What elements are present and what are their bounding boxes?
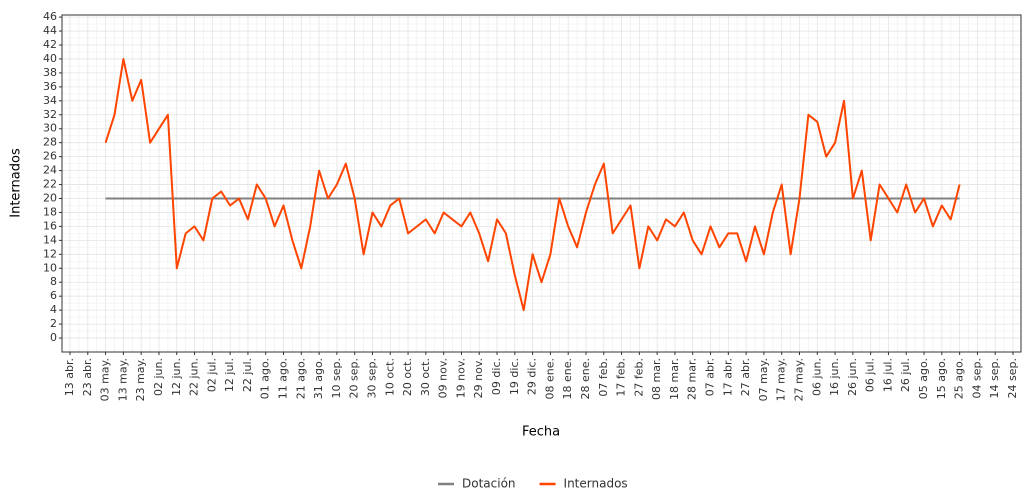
x-tick-label: 23 may. [134,358,147,401]
x-tick-label: 01 ago. [259,358,272,399]
x-tick-label: 07 abr. [704,358,717,396]
x-tick-label: 06 jun. [810,358,823,396]
panel-border [61,14,1022,353]
x-tick-label: 24 sep. [1006,358,1019,398]
y-tick-label: 42 [43,38,57,51]
legend-label: Dotación [462,477,516,491]
x-tick-label: 12 jul. [223,358,236,392]
x-tick-label: 16 jun. [828,358,841,396]
x-tick-label: 29 dic. [526,358,539,395]
x-tick-label: 04 sep. [970,358,983,398]
y-axis-title: Internados [9,148,24,218]
x-tick-label: 27 feb. [632,358,645,397]
x-tick-label: 14 sep. [988,358,1001,398]
y-tick-label: 16 [43,219,57,232]
y-tick-label: 30 [43,122,57,135]
x-tick-label: 26 jul. [899,358,912,392]
y-tick-label: 0 [50,331,57,344]
x-tick-label: 18 ene. [561,358,574,400]
y-tick-label: 14 [43,233,57,246]
x-tick-label: 20 sep. [348,358,361,398]
x-tick-label: 17 abr. [721,358,734,396]
x-tick-label: 22 jun. [188,358,201,396]
y-tick-label: 8 [50,275,57,288]
x-axis-title: Fecha [522,425,560,440]
y-tick-label: 22 [43,178,57,191]
x-tick-label: 10 oct. [383,358,396,396]
x-tick-label: 27 abr. [739,358,752,396]
x-tick-label: 13 abr. [63,358,76,396]
y-tick-label: 26 [43,150,57,163]
x-tick-label: 21 ago. [294,358,307,399]
x-tick-label: 20 oct. [401,358,414,396]
y-tick-label: 6 [50,289,57,302]
x-tick-label: 15 ago. [935,358,948,399]
x-tick-label: 31 ago. [312,358,325,399]
x-tick-label: 02 jun. [152,358,165,396]
y-tick-label: 2 [50,317,57,330]
x-tick-label: 17 may. [775,358,788,401]
y-tick-label: 34 [43,94,57,107]
y-tick-label: 44 [43,24,57,37]
y-tick-label: 28 [43,136,57,149]
legend-label: Internados [564,477,628,491]
x-tick-label: 28 mar. [686,358,699,400]
x-tick-label: 08 ene. [543,358,556,400]
x-tick-label: 28 ene. [579,358,592,400]
x-tick-label: 11 ago. [277,358,290,399]
x-tick-label: 29 nov. [472,358,485,398]
y-tick-label: 12 [43,247,57,260]
y-tick-label: 24 [43,164,57,177]
x-tick-label: 22 jul. [241,358,254,392]
x-tick-label: 06 jul. [864,358,877,392]
x-tick-label: 30 sep. [365,358,378,398]
y-tick-label: 38 [43,66,57,79]
x-tick-label: 03 may. [99,358,112,401]
x-tick-label: 18 mar. [668,358,681,400]
x-tick-label: 23 abr. [81,358,94,396]
series-line [104,58,961,312]
y-tick-label: 10 [43,261,57,274]
x-tick-label: 19 nov. [454,358,467,398]
x-tick-label: 10 sep. [330,358,343,398]
x-tick-label: 30 oct. [419,358,432,396]
x-tick-label: 16 jul. [881,358,894,392]
x-tick-label: 09 dic. [490,358,503,395]
y-tick-label: 4 [50,303,57,316]
x-tick-label: 08 mar. [650,358,663,400]
x-tick-label: 12 jun. [170,358,183,396]
x-tick-label: 07 may. [757,358,770,401]
x-tick-label: 25 ago. [953,358,966,399]
x-tick-label: 26 jun. [846,358,859,396]
x-tick-label: 17 feb. [615,358,628,397]
y-tick-label: 18 [43,205,57,218]
x-tick-label: 19 dic. [508,358,521,395]
y-tick-label: 40 [43,52,57,65]
x-tick-label: 27 may. [792,358,805,401]
x-tick-label: 05 ago. [917,358,930,399]
y-tick-label: 46 [43,10,57,23]
x-tick-label: 09 nov. [437,358,450,398]
x-tick-label: 13 may. [116,358,129,401]
x-tick-label: 07 feb. [597,358,610,397]
y-tick-label: 20 [43,192,57,205]
y-tick-label: 36 [43,80,57,93]
x-tick-label: 02 jul. [205,358,218,392]
y-tick-label: 32 [43,108,57,121]
